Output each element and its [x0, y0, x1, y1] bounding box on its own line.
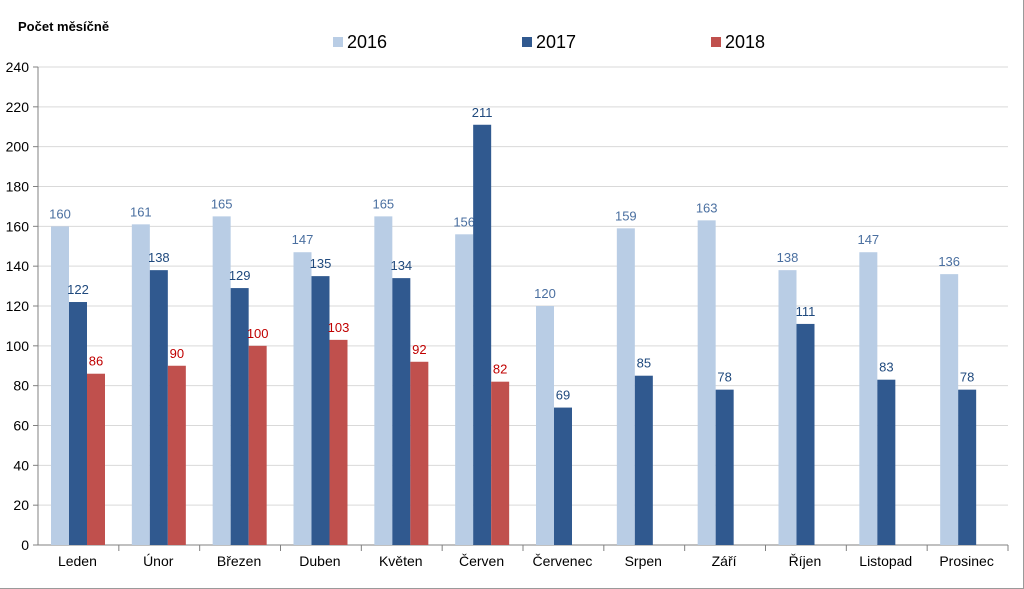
data-label-2016: 165 [372, 196, 394, 211]
x-tick-label: Listopad [859, 553, 912, 569]
bar-2016-8 [697, 220, 716, 545]
data-label-2016: 147 [292, 232, 314, 247]
data-label-2018: 90 [170, 346, 184, 361]
bar-2017-2 [230, 288, 249, 545]
bar-2017-7 [634, 375, 653, 545]
x-tick-label: Červen [459, 553, 504, 569]
data-label-2017: 135 [310, 256, 332, 271]
bar-2018-0 [87, 373, 105, 545]
x-tick-label: Únor [143, 553, 174, 569]
bar-2016-5 [455, 234, 474, 546]
data-label-2016: 156 [453, 214, 475, 229]
bar-2017-11 [958, 389, 977, 545]
legend-label-2016: 2016 [347, 31, 388, 52]
x-tick-label: Duben [299, 553, 340, 569]
y-tick-label: 140 [6, 258, 30, 274]
bar-2017-5 [473, 124, 492, 545]
legend-item-2018: 2018 [711, 32, 765, 52]
data-label-2016: 165 [211, 196, 233, 211]
data-label-2018: 82 [493, 362, 507, 377]
x-tick-label: Srpen [625, 553, 662, 569]
data-label-2018: 100 [247, 326, 269, 341]
y-tick-label: 120 [6, 298, 30, 314]
data-label-2016: 159 [615, 208, 637, 223]
data-label-2017: 85 [637, 356, 651, 371]
bar-2017-8 [715, 389, 734, 545]
bar-2017-4 [392, 278, 411, 545]
data-label-2017: 69 [556, 388, 570, 403]
bar-2016-3 [293, 252, 312, 545]
y-tick-label: 20 [13, 497, 29, 513]
bar-2018-3 [329, 339, 348, 545]
data-label-2017: 129 [229, 268, 251, 283]
data-label-2017: 134 [390, 258, 412, 273]
y-tick-label: 180 [6, 179, 30, 195]
data-label-2018: 103 [328, 320, 350, 335]
bar-2017-1 [149, 270, 168, 545]
bar-2016-0 [51, 226, 69, 546]
data-label-2016: 163 [696, 200, 718, 215]
legend-swatch-2016 [333, 37, 343, 47]
x-tick-label: Leden [58, 553, 97, 569]
y-axis-title: Počet měsíčně [18, 19, 110, 34]
bar-2017-0 [69, 302, 87, 545]
bar-2018-4 [410, 361, 429, 545]
data-label-2017: 211 [472, 105, 493, 120]
bar-2017-6 [554, 407, 572, 545]
bar-2018-1 [167, 365, 186, 545]
legend-swatch-2018 [711, 37, 721, 47]
x-tick-label: Květen [379, 553, 423, 569]
y-tick-label: 40 [13, 457, 29, 473]
bar-2017-10 [877, 379, 896, 545]
legend-label-2018: 2018 [725, 31, 766, 52]
x-tick-label: Červenec [532, 553, 592, 569]
bar-2016-1 [131, 224, 150, 545]
x-tick-label: Březen [217, 553, 261, 569]
bar-2016-2 [212, 216, 231, 545]
y-tick-label: 240 [6, 59, 30, 75]
data-label-2017: 78 [960, 370, 974, 385]
y-tick-label: 80 [13, 378, 29, 394]
bar-2016-6 [536, 306, 554, 545]
data-label-2016: 160 [49, 206, 71, 221]
bar-2018-2 [248, 345, 267, 545]
bar-2016-10 [859, 252, 878, 545]
data-label-2016: 147 [857, 232, 879, 247]
bar-2016-9 [778, 270, 797, 545]
bar-2017-9 [796, 323, 815, 545]
x-tick-label: Říjen [789, 553, 822, 569]
y-tick-label: 200 [6, 139, 30, 155]
data-label-2017: 111 [796, 304, 816, 319]
y-tick-label: 0 [21, 537, 29, 553]
data-label-2017: 122 [67, 282, 89, 297]
data-label-2016: 138 [777, 250, 799, 265]
x-tick-label: Prosinec [939, 553, 993, 569]
data-label-2017: 83 [879, 360, 893, 375]
bar-2018-5 [491, 381, 510, 545]
bar-2016-4 [374, 216, 393, 545]
data-label-2017: 138 [148, 250, 170, 265]
legend-item-2017: 2017 [522, 32, 576, 52]
x-tick-label: Září [712, 553, 737, 569]
bar-2016-11 [940, 274, 959, 545]
bar-2017-3 [311, 276, 330, 545]
bar-2016-7 [616, 228, 635, 545]
y-tick-label: 220 [6, 99, 30, 115]
data-label-2016: 136 [938, 254, 960, 269]
data-label-2017: 78 [717, 370, 731, 385]
legend-swatch-2017 [522, 37, 532, 47]
y-tick-label: 100 [6, 338, 30, 354]
data-label-2016: 161 [130, 204, 152, 219]
data-label-2018: 92 [412, 342, 426, 357]
y-tick-label: 160 [6, 218, 30, 234]
data-label-2018: 86 [89, 354, 103, 369]
data-label-2016: 120 [534, 286, 556, 301]
legend-item-2016: 2016 [333, 32, 387, 52]
legend-label-2017: 2017 [536, 31, 577, 52]
y-tick-label: 60 [13, 418, 29, 434]
